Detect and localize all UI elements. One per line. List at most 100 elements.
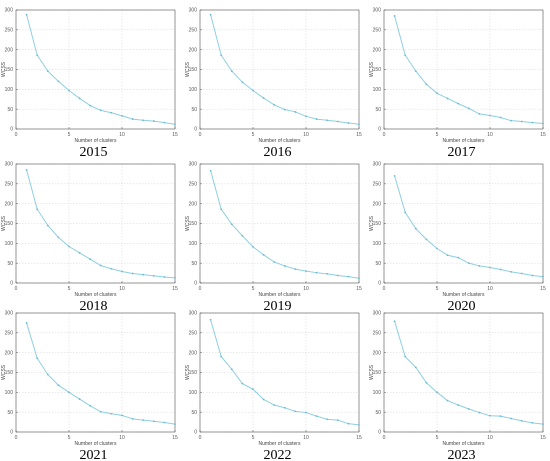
- year-caption: 2022: [264, 448, 292, 461]
- y-tick-label: 300: [189, 8, 198, 14]
- data-point: [414, 366, 417, 369]
- y-tick-label: 150: [189, 221, 198, 227]
- x-tick-label: 10: [119, 132, 125, 138]
- y-tick-label: 300: [373, 311, 382, 317]
- data-point: [531, 274, 534, 277]
- data-point: [336, 120, 339, 123]
- data-point: [542, 423, 544, 425]
- x-axis-label: Number of clusters: [259, 441, 301, 447]
- x-axis-label: Number of clusters: [259, 138, 301, 144]
- x-tick-label: 0: [15, 286, 18, 292]
- data-point: [273, 261, 276, 263]
- data-point: [209, 169, 212, 172]
- x-tick-label: 10: [487, 286, 493, 292]
- y-axis-label: WCSS: [1, 215, 7, 231]
- data-point: [499, 116, 502, 119]
- data-point: [174, 423, 176, 425]
- chart-panel-2023: 0 50 100 150 200 250 300 0 5 10 15 Number of cluste…: [369, 311, 546, 461]
- data-point: [131, 118, 134, 120]
- x-axis-label: Number of clusters: [443, 292, 485, 298]
- data-point: [230, 70, 233, 72]
- data-point: [241, 81, 244, 84]
- data-point: [121, 115, 123, 117]
- data-point: [68, 89, 70, 92]
- x-tick-label: 10: [119, 286, 125, 292]
- x-tick-label: 15: [172, 286, 178, 292]
- data-point: [542, 275, 544, 278]
- x-axis-label: Number of clusters: [443, 441, 485, 447]
- y-tick-label: 200: [373, 201, 382, 207]
- series-line: [210, 170, 360, 279]
- y-tick-label: 0: [378, 281, 381, 287]
- data-point: [425, 83, 428, 86]
- data-point: [152, 274, 155, 277]
- data-point: [46, 373, 49, 376]
- data-point: [25, 322, 28, 324]
- year-caption: 2023: [448, 448, 476, 461]
- data-point: [142, 273, 145, 276]
- data-point: [425, 381, 428, 384]
- x-tick-label: 15: [356, 435, 362, 441]
- data-point: [89, 104, 92, 107]
- data-point: [315, 118, 318, 120]
- plot-frame: [15, 163, 176, 284]
- y-tick-label: 250: [5, 28, 14, 34]
- y-tick-label: 50: [191, 261, 197, 267]
- data-point: [152, 420, 155, 423]
- x-tick-label: 0: [199, 435, 202, 441]
- y-tick-label: 250: [5, 182, 14, 188]
- data-point: [89, 258, 92, 261]
- y-tick-label: 0: [10, 281, 13, 287]
- x-tick-label: 10: [119, 435, 125, 441]
- year-caption: 2019: [264, 299, 292, 314]
- y-tick-label: 250: [373, 182, 382, 188]
- y-tick-label: 50: [191, 410, 197, 416]
- y-axis-label: WCSS: [185, 364, 191, 380]
- data-point: [68, 245, 70, 248]
- x-tick-label: 0: [15, 435, 18, 441]
- y-tick-label: 250: [5, 331, 14, 337]
- data-point: [46, 70, 49, 72]
- data-point: [163, 121, 166, 124]
- x-tick-label: 5: [68, 286, 71, 292]
- y-tick-label: 300: [373, 8, 382, 14]
- data-point: [315, 271, 318, 274]
- data-point: [358, 423, 360, 426]
- data-point: [489, 414, 491, 417]
- data-point: [510, 270, 513, 273]
- x-tick-label: 10: [487, 435, 493, 441]
- series-line: [26, 322, 176, 425]
- data-point: [220, 208, 223, 211]
- y-axis-label: WCSS: [185, 215, 191, 231]
- data-point: [220, 355, 223, 358]
- data-point: [425, 238, 428, 241]
- y-tick-label: 0: [378, 127, 381, 133]
- data-point: [131, 272, 134, 275]
- data-point: [110, 412, 113, 415]
- y-tick-label: 150: [5, 221, 14, 227]
- data-point: [99, 109, 102, 112]
- y-tick-label: 50: [191, 107, 197, 113]
- data-point: [121, 270, 123, 273]
- data-point: [358, 277, 360, 280]
- x-tick-label: 5: [252, 435, 255, 441]
- plot-frame: [383, 9, 544, 130]
- y-tick-label: 200: [373, 350, 382, 356]
- y-tick-label: 250: [189, 182, 198, 188]
- data-point: [283, 265, 286, 267]
- data-point: [531, 121, 534, 124]
- y-tick-label: 0: [194, 430, 197, 436]
- data-point: [393, 320, 396, 323]
- data-point: [542, 122, 544, 125]
- data-point: [499, 268, 502, 271]
- data-point: [404, 211, 407, 214]
- x-tick-label: 10: [303, 286, 309, 292]
- y-tick-label: 150: [373, 67, 382, 73]
- y-axis-label: WCSS: [369, 215, 375, 231]
- year-caption: 2016: [264, 145, 292, 160]
- y-tick-label: 100: [373, 241, 382, 247]
- x-tick-label: 0: [199, 286, 202, 292]
- data-point: [252, 246, 254, 248]
- data-point: [163, 421, 166, 424]
- x-axis-label: Number of clusters: [443, 138, 485, 144]
